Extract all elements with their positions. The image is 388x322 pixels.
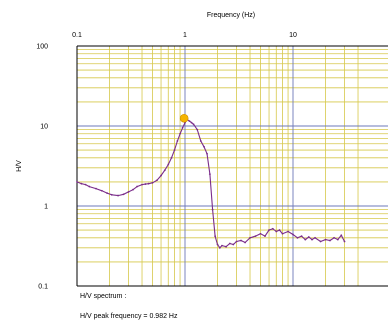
hv-point	[163, 169, 166, 172]
x-tick-label: 0.1	[72, 32, 82, 39]
hv-point	[132, 188, 134, 191]
hv-point	[122, 193, 125, 196]
x-tick-label: 10	[289, 32, 297, 39]
hv-point	[240, 239, 242, 242]
hv-point	[340, 234, 343, 237]
x-axis-title: Frequency (Hz)	[207, 12, 255, 19]
hv-point	[228, 242, 231, 245]
hv-point	[333, 236, 335, 239]
hv-point	[176, 140, 179, 142]
hv-point	[244, 241, 246, 244]
hv-point	[264, 235, 266, 238]
hv-point	[287, 230, 289, 233]
hv-point	[151, 181, 154, 184]
hv-point	[76, 181, 78, 183]
hv-point	[336, 238, 339, 241]
hv-point	[127, 191, 130, 193]
hv-point	[117, 194, 119, 197]
hv-point	[211, 208, 214, 211]
hv-point	[235, 240, 238, 243]
hv-point	[203, 145, 205, 148]
hv-point	[314, 236, 316, 239]
hv-point	[100, 189, 103, 192]
hv-point	[144, 183, 147, 185]
hv-point	[324, 238, 327, 241]
hv-point	[259, 232, 262, 235]
hv-point	[192, 123, 195, 126]
hv-point	[110, 193, 113, 196]
hv-point	[214, 235, 217, 238]
peak-marker	[179, 113, 189, 123]
hv-point	[304, 238, 307, 241]
hv-point	[208, 173, 211, 176]
hv-point	[136, 185, 138, 188]
hv-point	[173, 149, 176, 151]
hv-point	[88, 185, 91, 188]
hv-point	[281, 232, 284, 235]
y-tick-label: 0.1	[38, 284, 48, 291]
hv-point	[218, 246, 221, 249]
hv-point	[167, 163, 170, 166]
peak-frequency-text: H/V peak frequency = 0.982 Hz	[80, 313, 178, 320]
y-axis-title: H/V	[16, 160, 23, 172]
y-tick-label: 10	[40, 124, 48, 131]
hv-point	[199, 140, 202, 142]
hv-point	[232, 243, 235, 246]
hv-point	[179, 132, 181, 135]
hv-point	[268, 229, 270, 231]
hv-point	[343, 240, 346, 243]
hv-point	[278, 229, 281, 231]
x-tick-label: 1	[183, 32, 187, 39]
hv-point	[190, 121, 193, 124]
hv-point	[84, 183, 87, 186]
spectrum-label: H/V spectrum :	[80, 293, 127, 300]
hv-point	[95, 187, 97, 190]
hv-point	[275, 230, 278, 233]
hv-point	[156, 179, 158, 182]
hv-point	[141, 183, 143, 186]
hv-curve	[76, 118, 345, 249]
hv-point	[271, 227, 274, 230]
hv-point	[188, 120, 191, 123]
hv-point	[319, 240, 322, 243]
hv-point	[80, 182, 83, 185]
hv-point	[249, 236, 251, 239]
hv-point	[221, 244, 223, 247]
hv-point	[225, 245, 227, 248]
hv-point	[106, 192, 109, 194]
hv-point	[160, 174, 162, 177]
hv-point	[170, 156, 173, 159]
hv-point	[311, 238, 313, 241]
hv-point	[147, 182, 150, 185]
hv-point	[296, 236, 299, 239]
hv-point	[181, 126, 184, 129]
hv-point	[307, 236, 310, 238]
y-tick-label: 1	[44, 204, 48, 211]
hv-point	[206, 152, 208, 155]
y-tick-label: 100	[36, 44, 48, 51]
hv-point	[292, 233, 294, 236]
hv-point	[196, 128, 199, 131]
hv-point	[216, 243, 219, 246]
hv-point	[254, 235, 257, 238]
hv-point	[300, 235, 303, 238]
hv-point	[329, 239, 331, 242]
